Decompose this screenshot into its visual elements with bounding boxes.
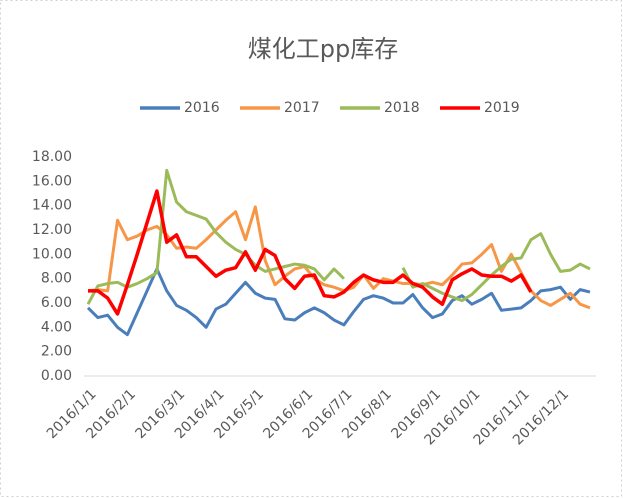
legend-label: 2019: [484, 100, 520, 116]
series-line: [88, 189, 533, 316]
y-tick-label: 8.00: [41, 271, 72, 287]
y-tick-label: 14.00: [32, 198, 72, 214]
y-tick-label: 18.00: [32, 149, 72, 165]
y-tick-label: 12.00: [32, 222, 72, 238]
legend-label: 2018: [384, 100, 420, 116]
series-line: [401, 232, 591, 303]
chart-title: 煤化工pp库存: [248, 35, 398, 63]
y-tick-label: 10.00: [32, 246, 72, 262]
y-tick-label: 2.00: [41, 344, 72, 360]
y-tick-label: 6.00: [41, 295, 72, 311]
y-tick-label: 4.00: [41, 319, 72, 335]
y-tick-label: 16.00: [32, 173, 72, 189]
legend-label: 2016: [184, 100, 220, 116]
series-line: [86, 168, 345, 305]
series-line: [86, 267, 591, 337]
legend-label: 2017: [284, 100, 320, 116]
y-tick-label: 0.00: [41, 368, 72, 384]
